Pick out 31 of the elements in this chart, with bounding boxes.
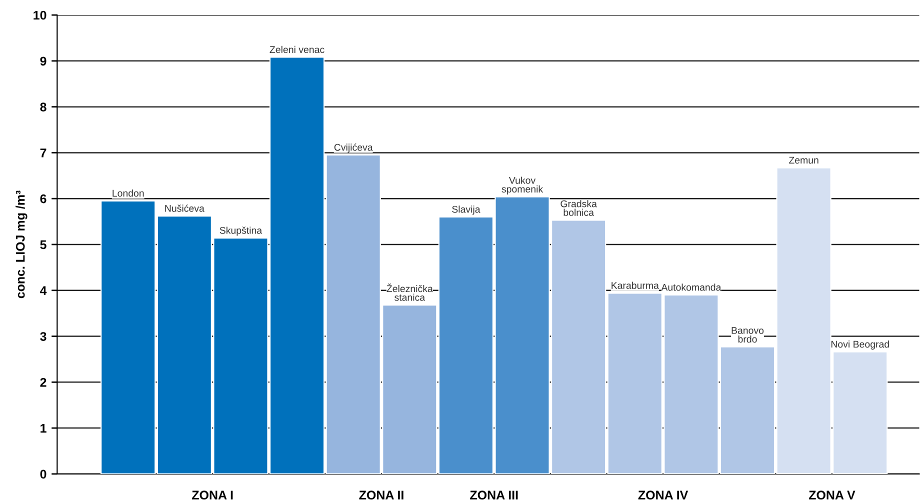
x-tick-label: Nušićeva (165, 204, 204, 212)
text: ZONA IV (638, 490, 688, 500)
y-tick-label: 2 (40, 378, 46, 387)
y-tick-label: 7 (40, 148, 46, 158)
text: ZONA V (808, 490, 856, 500)
x-tick-label: Skupština (220, 226, 262, 236)
x-tick-label: Gradska bolnica (560, 200, 597, 216)
text: ZONA II (359, 490, 404, 500)
y-tick-label: 5 (40, 240, 46, 250)
x-tick-label: Slavija (452, 206, 480, 215)
x-tick-label: Zemun (788, 156, 818, 164)
y-tick-label: 4 (40, 286, 47, 295)
y-tick-label: 3 (40, 332, 46, 341)
x-tick-label: Banovo brdo (732, 327, 764, 343)
y-axis-title: conc. LIOJ mg /m³ (16, 190, 28, 298)
x-tick-label: Zeleni venac (270, 46, 324, 54)
x-tick-label: Vukov spomenik (502, 176, 544, 194)
x-tick-label: Železnička stanica (386, 284, 433, 301)
x-tick-label: Novi Beograd (831, 340, 889, 350)
y-tick-label: 0 (40, 470, 46, 479)
y-tick-label: 9 (40, 56, 46, 66)
y-tick-label: 6 (40, 194, 46, 204)
x-tick-label: Cvijićeva (334, 144, 373, 153)
x-tick-label: London (112, 190, 144, 197)
text: ZONA I (192, 490, 233, 500)
y-tick-label: 10 (34, 10, 46, 20)
y-tick-label: 1 (40, 424, 46, 433)
x-tick-label: Autokomanda (661, 284, 722, 291)
x-tick-label: Karaburma (612, 282, 659, 289)
text: ZONA III (470, 490, 518, 500)
y-tick-label: 8 (40, 102, 46, 112)
